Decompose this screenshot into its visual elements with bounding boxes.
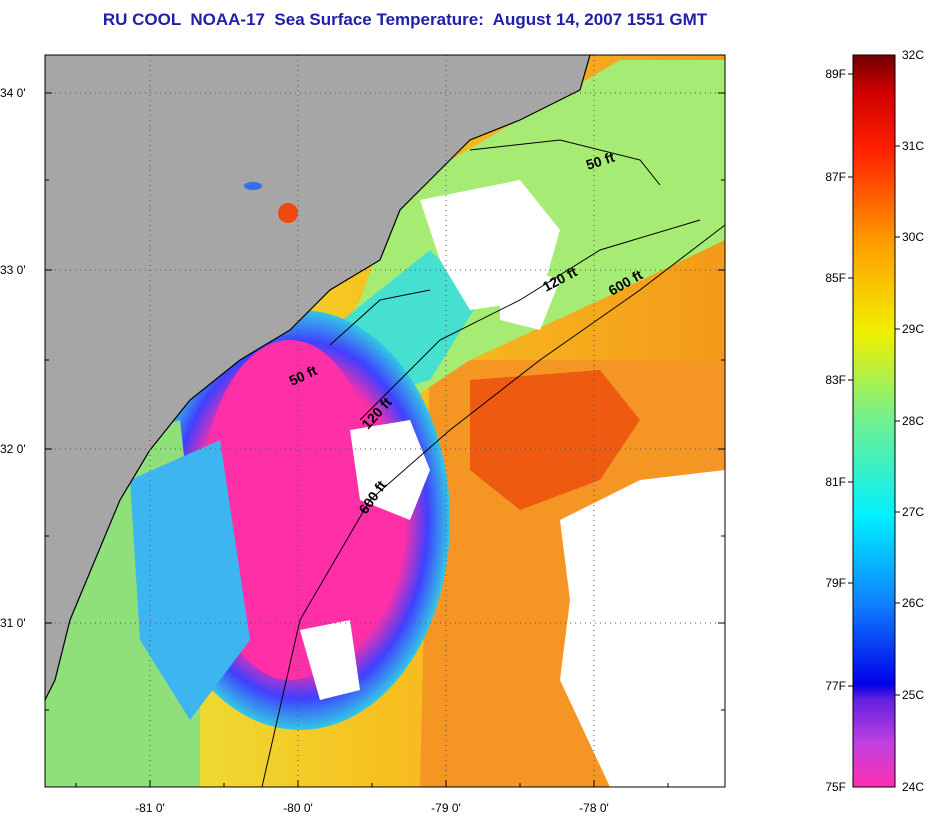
upwelling-center: [200, 340, 380, 680]
isobath-50ft-north: [469, 139, 661, 186]
lon-label-79: -79 0': [431, 801, 461, 815]
map-title: RU COOL NOAA-17 Sea Surface Temperature:…: [102, 10, 708, 29]
isobath-50ft-south: [329, 289, 431, 346]
cloud-patch-south: [300, 620, 360, 700]
isobath-600ft: [261, 224, 725, 787]
colorbar-label-89f: 89F: [825, 67, 846, 81]
colorbar-label-25c: 25C: [902, 688, 924, 702]
cloud-patch-center: [350, 420, 430, 520]
colorbar-ticks-c: [895, 145, 900, 696]
lat-label-34: 34 0': [0, 86, 26, 100]
southern-cool-water: [130, 440, 250, 720]
colorbar-label-83f: 83F: [825, 373, 846, 387]
inland-lake-warm: [278, 203, 298, 223]
inland-lake-cool: [244, 182, 262, 190]
lat-label-32: 32 0': [0, 442, 26, 456]
colorbar-label-79f: 79F: [825, 576, 846, 590]
tick-marks: [45, 92, 725, 787]
lon-label-78: -78 0': [579, 801, 609, 815]
lat-label-31: 31 0': [0, 616, 26, 630]
colorbar-label-81f: 81F: [825, 475, 846, 489]
lon-label-80: -80 0': [283, 801, 313, 815]
colorbar-label-75f: 75F: [825, 780, 846, 794]
colorbar-label-29c: 29C: [902, 322, 924, 336]
colorbar-label-32c: 32C: [902, 48, 924, 62]
map-frame: [44, 54, 726, 788]
cloud-patch-southeast: [560, 470, 725, 787]
colorbar-label-77f: 77F: [825, 679, 846, 693]
colorbar-label-31c: 31C: [902, 139, 924, 153]
land-mass: [45, 55, 590, 700]
colorbar-label-27c: 27C: [902, 505, 924, 519]
colorbar-gradient: [852, 54, 896, 788]
cloud-patch-mid: [500, 260, 560, 330]
colorbar-label-87f: 87F: [825, 170, 846, 184]
colorbar-ticks-f: [848, 73, 853, 687]
isobath-120ft: [359, 219, 701, 421]
coastline: [45, 55, 591, 701]
colorbar-label-85f: 85F: [825, 271, 846, 285]
grid-lines: [45, 55, 725, 787]
colorbar-label-24c: 24C: [902, 780, 924, 794]
colorbar-label-28c: 28C: [902, 414, 924, 428]
hot-spot-region: [470, 370, 640, 510]
lon-label-81: -81 0': [135, 801, 165, 815]
colorbar-label-30c: 30C: [902, 230, 924, 244]
lat-label-33: 33 0': [0, 263, 26, 277]
colorbar-label-26c: 26C: [902, 596, 924, 610]
